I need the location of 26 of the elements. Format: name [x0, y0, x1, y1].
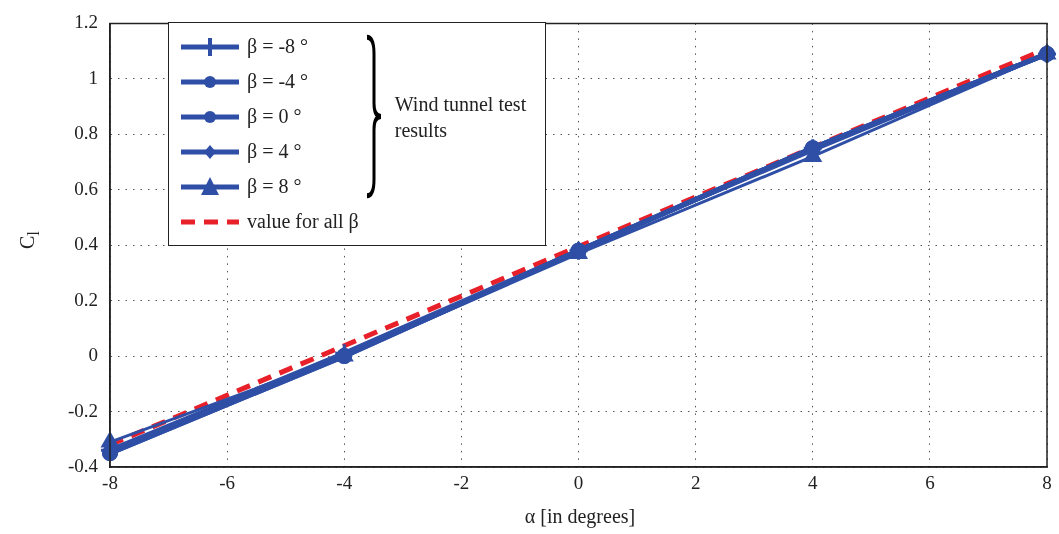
legend-label: β = -4 °	[247, 70, 309, 93]
x-axis-title: α [in degrees]	[524, 505, 636, 528]
y-tick-label: 0.2	[74, 288, 98, 310]
x-tick-label: 8	[1042, 472, 1052, 494]
x-tick-label: -4	[336, 472, 353, 494]
y-tick-label: -0.4	[67, 454, 99, 476]
legend-label: value for all β	[247, 210, 359, 233]
x-tick-label: 0	[573, 472, 584, 494]
annotation: Wind tunnel test results	[394, 91, 528, 143]
x-tick-label: -6	[219, 472, 236, 494]
y-tick-label: 1	[88, 66, 98, 88]
y-tick-label: 0.8	[74, 122, 98, 144]
legend-label: β = 0 °	[247, 105, 302, 128]
y-tick-label: 1.2	[74, 11, 98, 33]
y-tick-label: 0.6	[74, 177, 98, 199]
x-tick-label: 6	[925, 472, 935, 494]
y-tick-label: 0.4	[74, 233, 99, 255]
legend-label: β = 4 °	[247, 140, 302, 163]
x-tick-label: -2	[453, 472, 470, 494]
x-tick-label: -8	[102, 472, 118, 494]
y-tick-label: 0	[88, 344, 98, 366]
y-tick-label: -0.2	[67, 399, 98, 421]
x-tick-label: 2	[690, 472, 701, 494]
legend-label: β = 8 °	[247, 175, 302, 198]
legend-label: β = -8 °	[247, 35, 309, 58]
x-tick-label: 4	[808, 472, 818, 494]
